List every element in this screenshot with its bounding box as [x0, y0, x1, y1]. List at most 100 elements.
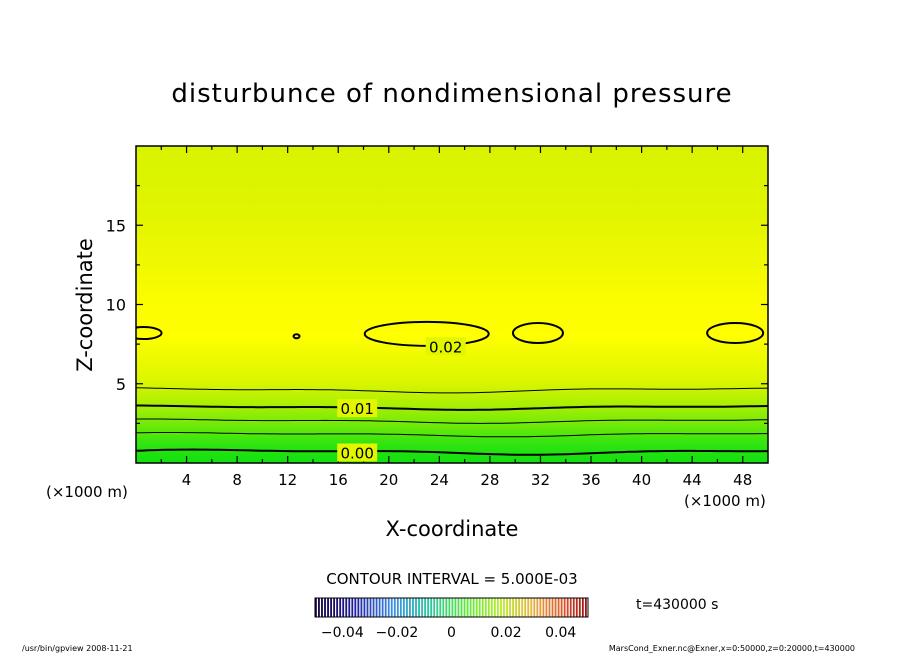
colorbar-segment: [581, 598, 584, 617]
colorbar-segment: [563, 598, 566, 617]
colorbar-segment: [342, 598, 345, 617]
colorbar-segment: [548, 598, 551, 617]
footer-right: MarsCond_Exner.nc@Exner,x=0:50000,z=0:20…: [609, 644, 855, 653]
x-tick-label: 28: [480, 471, 499, 489]
colorbar-segment: [396, 598, 399, 617]
contour-labels: 0.00 0.01 0.02: [337, 337, 466, 462]
colorbar-segment: [348, 598, 351, 617]
plot-area: [136, 146, 768, 463]
colorbar-segment: [433, 598, 436, 617]
colorbar-segment: [509, 598, 511, 617]
colorbar-segment: [375, 598, 378, 617]
colorbar-segment: [360, 598, 363, 617]
colorbar-frame: [314, 597, 589, 618]
y-tick-label: 5: [116, 375, 126, 394]
colorbar-segment: [539, 598, 542, 617]
y-tick-labels: 5 10 15: [106, 216, 126, 394]
colorbar-segment: [493, 598, 496, 617]
colorbar-segment: [545, 598, 548, 617]
x-tick-label: 36: [581, 471, 600, 489]
colorbar-segment: [500, 598, 502, 617]
contour-line: [136, 432, 768, 438]
colorbar-segment: [430, 598, 433, 617]
colorbar-segment: [393, 598, 396, 617]
x-tick-label: 20: [379, 471, 398, 489]
colorbar-segment: [421, 598, 423, 617]
contour-label: 0.02: [429, 338, 462, 356]
colorbar-segment: [566, 598, 569, 617]
colorbar-segment: [339, 598, 342, 617]
x-tick-labels: 4 8 12 16 20 24 28 32 36 40 44 48: [182, 471, 752, 489]
colorbar-segment: [327, 598, 329, 617]
time-label: t=430000 s: [636, 597, 718, 613]
footer-left: /usr/bin/gpview 2008-11-21: [22, 644, 133, 653]
colorbar-segment: [527, 598, 530, 617]
colorbar-segment: [372, 598, 375, 617]
contour-label-bg: [425, 337, 466, 356]
colorbar-segment: [345, 598, 348, 617]
colorbar-segment: [333, 598, 336, 617]
colorbar-segment: [460, 598, 463, 617]
colorbar-segment: [330, 598, 332, 617]
colorbar-segment: [363, 598, 366, 617]
colorbar-segment: [475, 598, 478, 617]
colorbar-segment: [378, 598, 381, 617]
y-axis-label: Z-coordinate: [73, 238, 97, 372]
colorbar-segment: [351, 598, 354, 617]
colorbar-segment: [518, 598, 521, 617]
colorbar-segment: [487, 598, 490, 617]
colorbar-tick-label: 0: [447, 625, 456, 641]
colorbar-segment: [454, 598, 457, 617]
colorbar-segment: [457, 598, 460, 617]
contour-label-bg: [337, 399, 378, 418]
colorbar-segment: [466, 598, 469, 617]
colorbar-segment: [315, 598, 317, 617]
colorbar-segment: [572, 598, 575, 617]
colorbar-segment: [384, 598, 387, 617]
colorbar-segment: [321, 598, 323, 617]
colorbar-segment: [524, 598, 527, 617]
colorbar-segment: [484, 598, 487, 617]
colorbar-segment: [387, 598, 390, 617]
colorbar-segment: [418, 598, 420, 617]
colorbar-segment: [409, 598, 411, 617]
x-unit-left: (×1000 m): [46, 483, 128, 501]
colorbar-segment: [521, 598, 524, 617]
colorbar-segment: [406, 598, 408, 617]
x-tick-label: 4: [182, 471, 192, 489]
contour-label: 0.01: [340, 400, 373, 418]
x-tick-label: 44: [683, 471, 702, 489]
contour-line: [706, 322, 765, 345]
colorbar-segment: [427, 598, 430, 617]
x-tick-label: 16: [329, 471, 348, 489]
colorbar-segment: [575, 598, 578, 617]
colorbar-segment: [399, 598, 402, 617]
colorbar-tick-labels: −0.04 −0.02 0 0.02 0.04: [321, 625, 577, 641]
y-tick-label: 15: [106, 216, 126, 235]
colorbar-segment: [402, 598, 405, 617]
contour-label-bg: [337, 443, 378, 462]
colorbar-segment: [463, 598, 466, 617]
contour-lines: [136, 320, 768, 456]
x-unit-right: (×1000 m): [684, 492, 766, 510]
colorbar-segment: [436, 598, 439, 617]
colorbar-segment: [560, 598, 563, 617]
colorbar-segment: [381, 598, 384, 617]
colorbar-segment: [557, 598, 560, 617]
contour-label: 0.00: [340, 444, 373, 462]
contour-line: [136, 448, 768, 456]
contour-line: [136, 404, 768, 411]
colorbar-segment: [506, 598, 508, 617]
colorbar-segment: [551, 598, 554, 617]
colorbar-segment: [336, 598, 339, 617]
colorbar-segment: [542, 598, 545, 617]
colorbar-segment: [415, 598, 417, 617]
pressure-field: [136, 146, 768, 463]
x-tick-label: 48: [733, 471, 752, 489]
contour-line: [292, 333, 301, 340]
colorbar-segment: [354, 598, 357, 617]
colorbar-segment: [530, 598, 533, 617]
colorbar-segment: [536, 598, 539, 617]
colorbar-segment: [490, 598, 493, 617]
colorbar-segment: [439, 598, 442, 617]
